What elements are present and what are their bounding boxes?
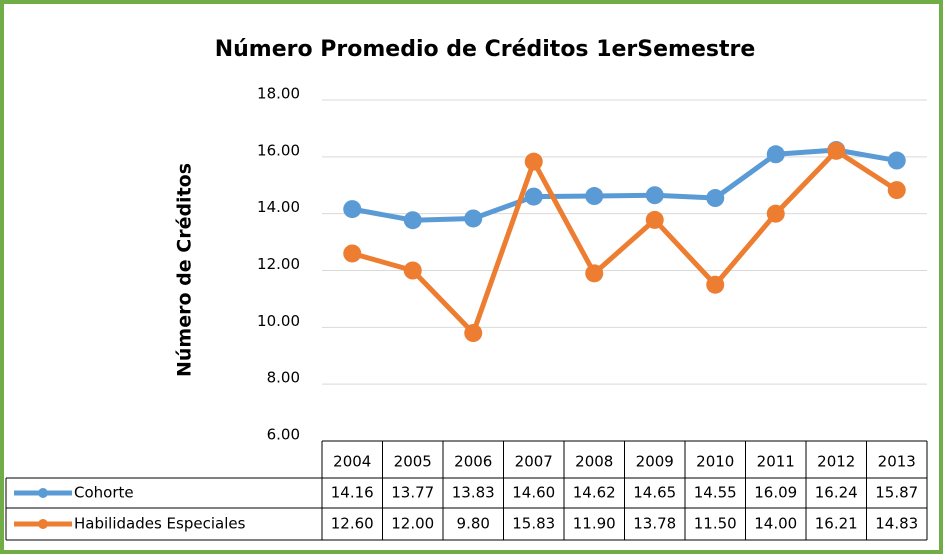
point	[464, 324, 483, 343]
point	[524, 187, 543, 206]
data-table-value: 14.16	[331, 484, 374, 502]
legend-label: Cohorte	[74, 484, 134, 502]
data-table-value: 15.87	[875, 484, 918, 502]
x-tick-label: 2009	[636, 453, 674, 471]
point	[766, 145, 785, 164]
series-line	[351, 148, 899, 336]
legend-marker	[38, 488, 48, 498]
point	[706, 275, 725, 294]
data-table-value: 14.60	[512, 484, 555, 502]
point	[524, 152, 543, 171]
y-tick-label: 10.00	[257, 312, 300, 330]
y-tick-label: 6.00	[267, 426, 300, 444]
x-tick-label: 2007	[515, 453, 553, 471]
y-axis-title: Número de Créditos	[174, 163, 196, 377]
series-line	[351, 147, 898, 223]
data-table-value: 16.21	[815, 515, 858, 533]
y-tick-label: 12.00	[257, 255, 300, 273]
point	[585, 187, 604, 206]
y-tick-label: 8.00	[267, 369, 300, 387]
x-tick-label: 2008	[575, 453, 613, 471]
data-table-value: 13.83	[452, 484, 495, 502]
point	[706, 189, 725, 208]
y-tick-label: 18.00	[257, 85, 300, 103]
data-table-value: 14.00	[754, 515, 797, 533]
point	[343, 244, 362, 263]
data-table-value: 11.50	[694, 515, 737, 533]
x-tick-label: 2013	[878, 453, 916, 471]
y-tick-label: 14.00	[257, 198, 300, 216]
data-table-value: 14.62	[573, 484, 616, 502]
point	[645, 186, 664, 205]
data-table-value: 12.00	[391, 515, 434, 533]
x-tick-label: 2005	[394, 453, 432, 471]
point	[403, 211, 422, 230]
point	[585, 264, 604, 283]
data-table-value: 12.60	[331, 515, 374, 533]
data-table-value: 13.77	[391, 484, 434, 502]
point	[464, 209, 483, 228]
legend-marker	[38, 519, 48, 529]
data-table-value: 14.55	[694, 484, 737, 502]
data-table-value: 15.83	[512, 515, 555, 533]
legend-label: Habilidades Especiales	[74, 515, 246, 533]
point	[343, 200, 362, 219]
data-table-value: 9.80	[457, 515, 490, 533]
point	[887, 181, 906, 200]
data-table-value: 16.24	[815, 484, 858, 502]
x-tick-label: 2006	[454, 453, 492, 471]
point	[403, 261, 422, 280]
data-table-value: 14.83	[875, 515, 918, 533]
data-table-value: 13.78	[633, 515, 676, 533]
y-tick-label: 16.00	[257, 141, 300, 159]
x-tick-label: 2010	[696, 453, 734, 471]
data-table-value: 11.90	[573, 515, 616, 533]
x-tick-label: 2012	[817, 453, 855, 471]
data-table-value: 16.09	[754, 484, 797, 502]
data-table-value: 14.65	[633, 484, 676, 502]
point	[766, 204, 785, 223]
point	[827, 141, 846, 160]
chart-title: Número Promedio de Créditos 1erSemestre	[215, 37, 756, 62]
point	[887, 151, 906, 170]
x-tick-label: 2011	[757, 453, 795, 471]
x-tick-label: 2004	[333, 453, 371, 471]
point	[645, 210, 664, 229]
